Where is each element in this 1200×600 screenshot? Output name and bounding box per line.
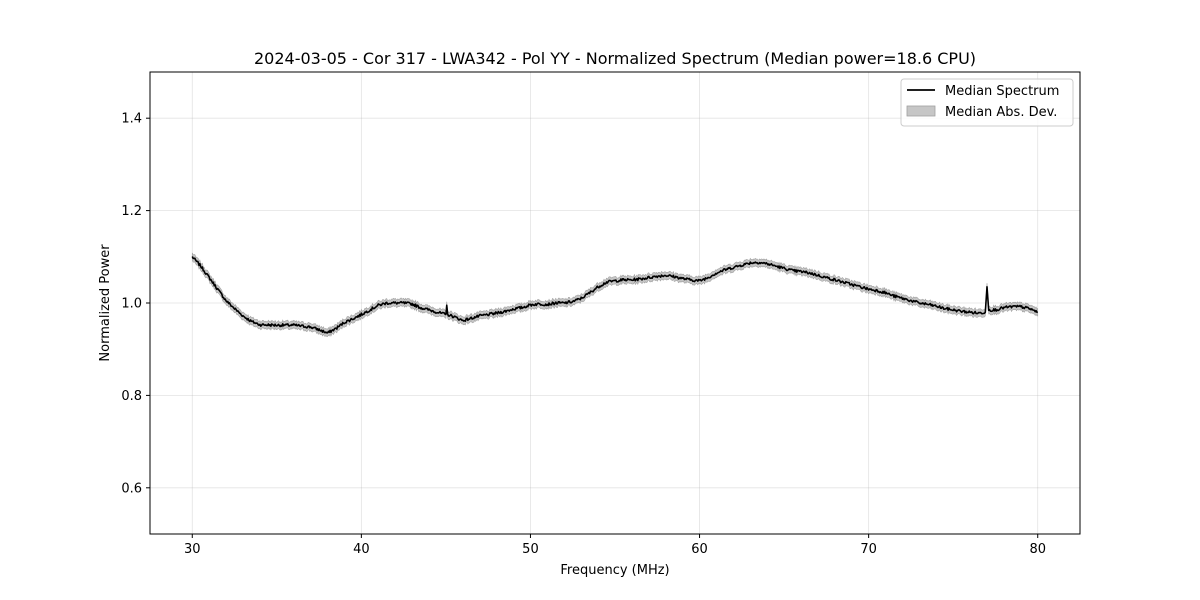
- y-tick-label: 1.0: [121, 297, 142, 312]
- legend-entry-median-spectrum: Median Spectrum: [945, 84, 1059, 99]
- legend-frame: [900, 78, 1074, 127]
- x-axis-label: Frequency (MHz): [560, 563, 669, 578]
- median-spectrum-line: [191, 256, 1038, 334]
- grid: [150, 72, 1080, 534]
- mad-band-layer: [191, 252, 1039, 337]
- legend-entry-median-abs-dev: Median Abs. Dev.: [945, 105, 1057, 120]
- median-abs-dev-band: [191, 252, 1039, 337]
- y-tick-label: 1.4: [121, 112, 142, 127]
- x-tick-label: 60: [691, 542, 708, 557]
- legend: Median Spectrum Median Abs. Dev.: [900, 78, 1074, 127]
- x-tick-label: 70: [860, 542, 877, 557]
- median-line-layer: [191, 256, 1038, 334]
- y-tick-label: 0.8: [121, 389, 142, 404]
- x-tick-label: 30: [184, 542, 201, 557]
- legend-band-swatch: [906, 105, 936, 117]
- y-tick-label: 0.6: [121, 481, 142, 496]
- y-axis-ticks: 0.6 0.8 1.0 1.2 1.4: [121, 112, 150, 496]
- chart-title: 2024-03-05 - Cor 317 - LWA342 - Pol YY -…: [254, 49, 976, 68]
- y-tick-label: 1.2: [121, 204, 142, 219]
- x-tick-label: 40: [353, 542, 370, 557]
- x-tick-label: 80: [1029, 542, 1046, 557]
- x-axis-ticks: 30 40 50 60 70 80: [184, 534, 1046, 557]
- x-tick-label: 50: [522, 542, 539, 557]
- y-axis-label: Normalized Power: [98, 244, 113, 362]
